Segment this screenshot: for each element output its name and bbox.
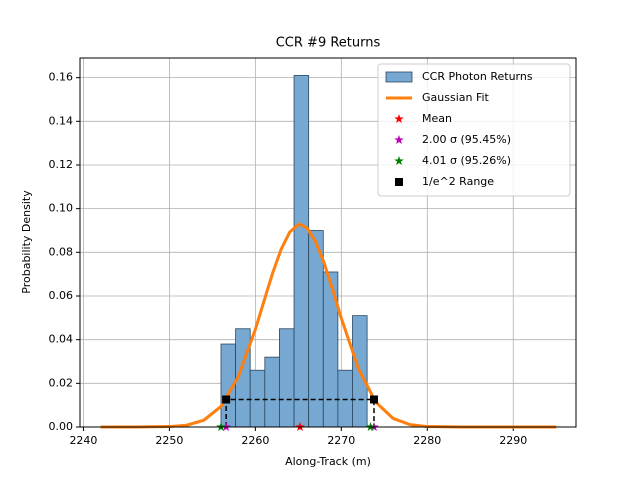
marker xyxy=(369,395,378,404)
y-tick-label: 0.04 xyxy=(49,333,74,346)
y-tick-label: 0.12 xyxy=(49,158,74,171)
x-tick-label: 2250 xyxy=(155,434,183,447)
y-tick-label: 0.14 xyxy=(49,114,74,127)
legend-label: 4.01 σ (95.26%) xyxy=(422,154,511,167)
x-tick-label: 2270 xyxy=(327,434,355,447)
legend-swatch xyxy=(385,71,413,83)
x-axis-label: Along-Track (m) xyxy=(285,455,371,468)
legend-label: 1/e^2 Range xyxy=(422,175,494,188)
legend-label: CCR Photon Returns xyxy=(422,70,533,83)
y-tick-label: 0.08 xyxy=(49,245,74,258)
fit-line xyxy=(100,222,557,429)
y-tick-label: 0.06 xyxy=(49,289,74,302)
y-axis-label: Probability Density xyxy=(20,190,33,294)
chart-title: CCR #9 Returns xyxy=(276,36,381,51)
y-tick-label: 0.16 xyxy=(49,71,74,84)
x-tick-label: 2290 xyxy=(499,434,527,447)
legend-swatch xyxy=(394,156,404,166)
legend-label: Mean xyxy=(422,112,452,125)
x-tick-label: 2240 xyxy=(69,434,97,447)
legend-swatch xyxy=(394,114,404,124)
legend-box xyxy=(377,63,571,197)
legend-swatch xyxy=(394,135,404,145)
bar xyxy=(293,75,310,428)
y-tick-label: 0.00 xyxy=(49,420,74,433)
bar xyxy=(249,369,266,428)
legend-label: Gaussian Fit xyxy=(422,91,490,104)
x-tick-label: 2280 xyxy=(413,434,441,447)
y-tick-label: 0.10 xyxy=(49,202,74,215)
plot-frame xyxy=(79,57,577,428)
bar xyxy=(308,230,324,428)
bar xyxy=(279,328,295,428)
x-tick-label: 2260 xyxy=(241,434,269,447)
bar xyxy=(264,356,280,428)
y-tick-label: 0.02 xyxy=(49,376,74,389)
marker xyxy=(222,395,231,404)
legend-label: 2.00 σ (95.45%) xyxy=(422,133,511,146)
bar xyxy=(337,369,353,428)
legend-swatch xyxy=(395,178,403,186)
